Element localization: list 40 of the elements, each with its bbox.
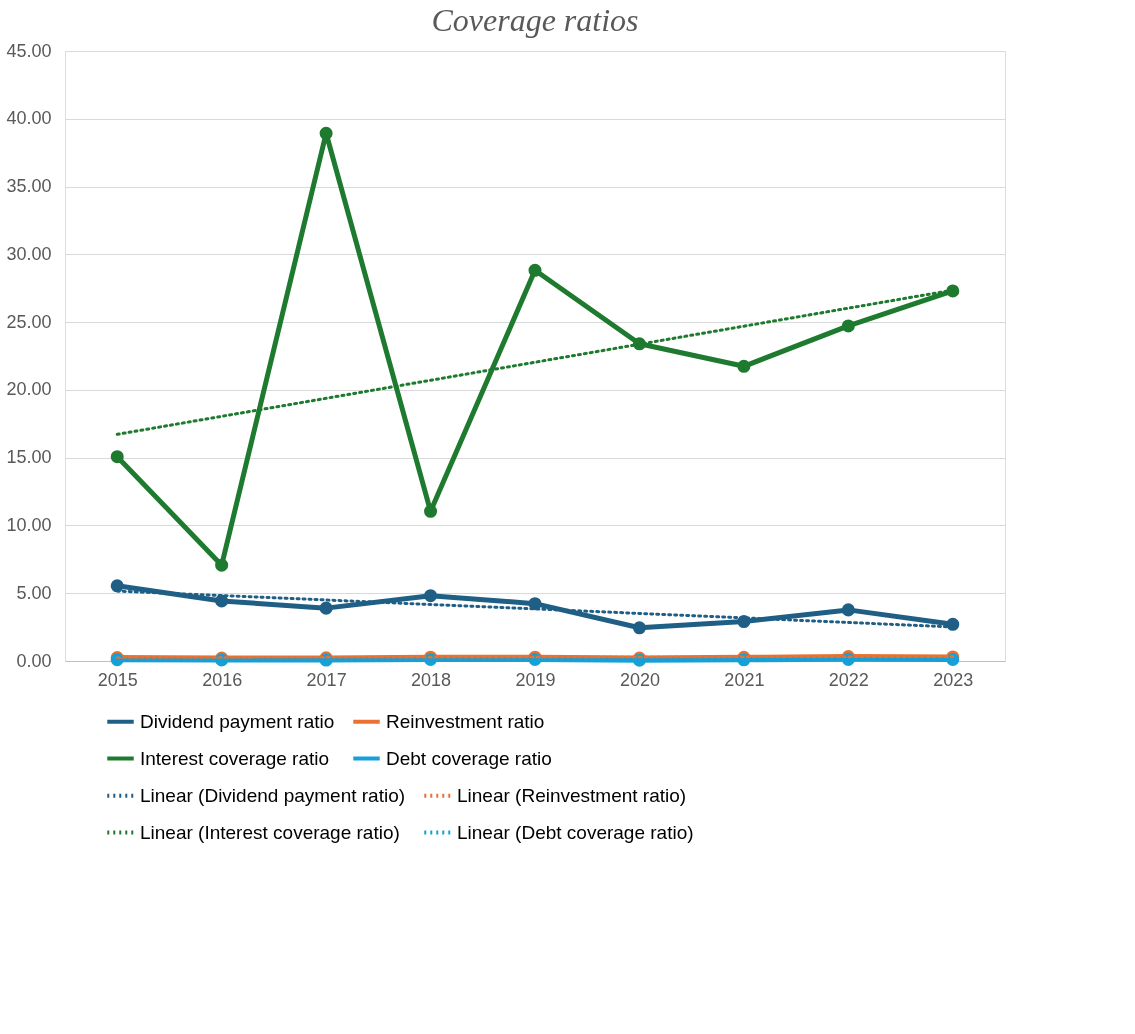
point — [215, 558, 229, 572]
x-tick-label: 2020 — [619, 669, 660, 690]
legend-label: Linear (Dividend payment ratio) — [140, 784, 406, 806]
legend-label: Linear (Debt coverage ratio) — [457, 821, 694, 843]
x-tick-label: 2019 — [515, 669, 556, 690]
point — [110, 450, 124, 464]
legend-label: Reinvestment ratio — [386, 710, 545, 732]
point — [632, 621, 646, 635]
point — [424, 504, 438, 518]
x-tick-label: 2017 — [306, 669, 347, 690]
y-tick-label: 40.00 — [6, 108, 52, 129]
point — [319, 126, 333, 140]
point — [737, 359, 751, 373]
point — [424, 589, 438, 603]
point — [319, 601, 333, 615]
x-tick-label: 2018 — [411, 669, 452, 690]
point — [841, 603, 855, 617]
x-tick-label: 2016 — [202, 669, 243, 690]
legend-label: Interest coverage ratio — [140, 747, 330, 769]
x-tick-label: 2023 — [933, 669, 974, 690]
y-tick-label: 35.00 — [6, 176, 52, 197]
y-tick-label: 25.00 — [6, 311, 52, 332]
y-tick-label: 45.00 — [6, 40, 52, 61]
chart-title: Coverage ratios — [431, 2, 639, 38]
legend-label: Linear (Reinvestment ratio) — [457, 784, 687, 806]
y-tick-label: 5.00 — [16, 582, 52, 603]
y-tick-label: 10.00 — [6, 514, 52, 535]
point — [841, 319, 855, 333]
y-tick-label: 20.00 — [6, 379, 52, 400]
y-tick-label: 0.00 — [16, 650, 52, 671]
y-tick-label: 30.00 — [6, 243, 52, 264]
point — [528, 263, 542, 277]
legend-label: Linear (Interest coverage ratio) — [140, 821, 400, 843]
x-tick-label: 2015 — [97, 669, 138, 690]
x-tick-label: 2021 — [724, 669, 765, 690]
legend-label: Debt coverage ratio — [386, 747, 552, 769]
point — [110, 579, 124, 593]
y-tick-label: 15.00 — [6, 447, 52, 468]
legend-label: Dividend payment ratio — [140, 710, 335, 732]
x-tick-label: 2022 — [828, 669, 869, 690]
